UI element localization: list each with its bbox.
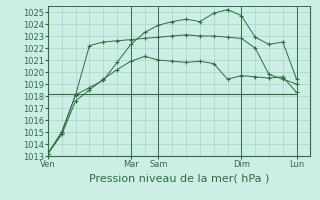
X-axis label: Pression niveau de la mer( hPa ): Pression niveau de la mer( hPa ): [89, 173, 269, 183]
